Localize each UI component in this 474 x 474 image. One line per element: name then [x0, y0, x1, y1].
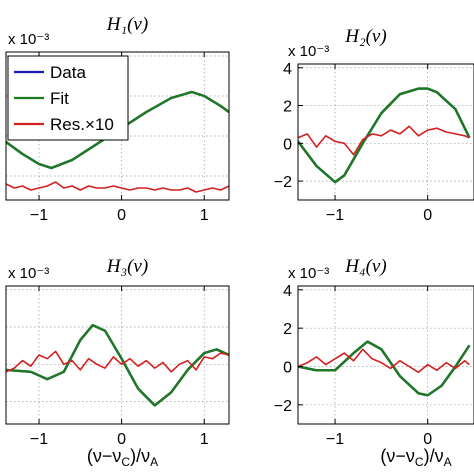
y-tick-label: 4 [283, 283, 292, 300]
x-tick-label: 0 [117, 207, 126, 224]
y-tick-label: 2 [283, 99, 292, 116]
panel-title: H₂(ν) [344, 26, 386, 47]
panel-title: H₃(ν) [106, 256, 148, 277]
axes-frame [5, 285, 230, 425]
x-axis-label-part: A [444, 455, 452, 469]
x-tick-label: 0 [423, 431, 432, 448]
x-tick-label: 1 [200, 431, 209, 448]
x-tick-label: 1 [200, 207, 209, 224]
panel-4: −1 0 −2 0 2 4x 10⁻³ H₄(ν) (ν−νC)/νA [274, 256, 474, 469]
exponent-label: x 10⁻³ [8, 265, 49, 282]
exponent-label: x 10⁻³ [288, 43, 329, 60]
legend-label: Res.×10 [50, 115, 114, 134]
y-tick-label: −2 [274, 174, 292, 191]
series-residual-line [6, 350, 229, 373]
x-axis-label-part: (ν−ν [380, 446, 415, 466]
series-fit-line [6, 324, 229, 407]
panel-1: −1 0 1 x 10⁻³ H₁(ν) Data Fit Res.×10 [5, 14, 230, 224]
axes-frame [297, 63, 474, 201]
legend-label: Data [50, 63, 86, 82]
legend-label: Fit [50, 89, 69, 108]
series-residual-line [298, 348, 470, 374]
y-tick-label: 4 [283, 61, 292, 78]
series-fit-line [298, 87, 471, 184]
axes-frame [297, 285, 474, 425]
y-tick-label: 2 [283, 321, 292, 338]
x-tick-label: 0 [423, 207, 432, 224]
x-axis-label-part: C [121, 455, 130, 469]
x-axis-label: (ν−νC)/νA [87, 446, 158, 469]
x-tick-label: −1 [30, 207, 48, 224]
x-axis-label: (ν−νC)/νA [380, 446, 451, 469]
y-tick-label: 0 [283, 360, 292, 377]
axes-frame [5, 51, 230, 201]
legend: Data Fit Res.×10 [7, 55, 129, 141]
panel-3: −1 0 1 x 10⁻³ H₃(ν) (ν−νC)/νA [5, 256, 230, 469]
series-data-line [298, 87, 471, 184]
x-axis-label-part: )/ν [130, 446, 150, 466]
exponent-label: x 10⁻³ [288, 265, 329, 282]
x-tick-label: −1 [326, 207, 344, 224]
x-axis-label-part: C [415, 455, 424, 469]
series-residual-line [6, 181, 229, 193]
y-tick-label: 0 [283, 136, 292, 153]
x-tick-label: −1 [30, 431, 48, 448]
x-axis-label-part: A [150, 455, 158, 469]
series-residual-line [298, 125, 470, 156]
series-data-line [6, 324, 229, 407]
panel-title: H₄(ν) [344, 256, 386, 277]
x-axis-label-part: (ν−ν [87, 446, 122, 466]
series-fit-line [298, 340, 471, 397]
panel-2: −1 0 −2 0 2 4x 10⁻³ H₂(ν) [274, 26, 474, 224]
exponent-label: x 10⁻³ [8, 31, 49, 48]
x-axis-label-part: )/ν [424, 446, 444, 466]
panel-title: H₁(ν) [106, 14, 148, 35]
y-tick-label: −2 [274, 398, 292, 415]
series-data-line [298, 340, 471, 397]
x-tick-label: −1 [326, 431, 344, 448]
x-tick-label: 0 [117, 431, 126, 448]
